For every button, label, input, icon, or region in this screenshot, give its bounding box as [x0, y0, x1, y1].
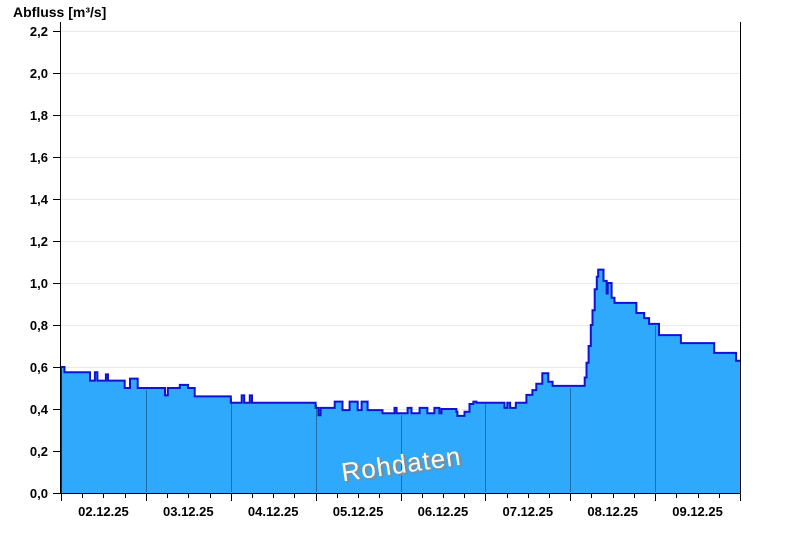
- x-tick-label: 07.12.25: [503, 504, 554, 519]
- x-tick-label: 09.12.25: [672, 504, 723, 519]
- x-tick-label: 08.12.25: [587, 504, 638, 519]
- y-tick-label: 0,8: [30, 318, 48, 333]
- y-tick-label: 1,8: [30, 108, 48, 123]
- x-tick-label: 04.12.25: [248, 504, 299, 519]
- x-tick-label: 02.12.25: [78, 504, 129, 519]
- y-tick-label: 0,2: [30, 444, 48, 459]
- y-tick-label: 0,0: [30, 486, 48, 501]
- y-tick-label: 0,4: [30, 402, 49, 417]
- y-tick-label: 1,6: [30, 150, 48, 165]
- y-tick-label: 2,2: [30, 24, 48, 39]
- y-tick-label: 0,6: [30, 360, 48, 375]
- x-tick-label: 05.12.25: [333, 504, 384, 519]
- x-tick-label: 03.12.25: [163, 504, 214, 519]
- y-tick-label: 1,2: [30, 234, 48, 249]
- y-tick-label: 2,0: [30, 66, 48, 81]
- x-tick-label: 06.12.25: [418, 504, 469, 519]
- discharge-line: [60, 268, 740, 493]
- y-tick-label: 1,0: [30, 276, 48, 291]
- y-tick-label: 1,4: [30, 192, 49, 207]
- chart-title: Abfluss [m³/s]: [13, 4, 107, 20]
